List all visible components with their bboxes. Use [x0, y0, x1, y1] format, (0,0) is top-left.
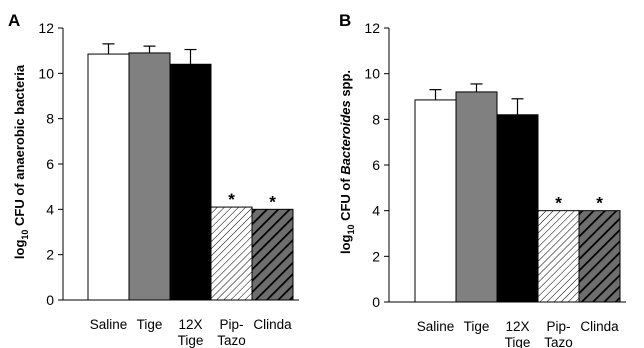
x-tick-label: Saline: [417, 319, 455, 334]
panel-letter: A: [8, 11, 20, 30]
y-tick-label: 2: [372, 248, 380, 264]
x-tick-label: Tazo: [217, 333, 246, 348]
y-tick-label: 8: [46, 111, 54, 127]
bars: * *: [414, 83, 621, 303]
y-tick-label: 2: [46, 247, 54, 263]
x-tick-label: Tige: [178, 333, 204, 348]
y-axis-label: log10 CFU of Bacteroides spp.: [338, 70, 356, 254]
x-tick-label: Tige: [137, 317, 163, 332]
x-tick-label: Tige: [505, 335, 531, 348]
panel-a: A log10 CFU of anaerobic bacteria 0 2 4 6 8 1…: [8, 11, 299, 348]
significance-marker: *: [555, 194, 562, 213]
y-tick-label: 0: [372, 294, 380, 310]
y-tick-label: 10: [364, 66, 380, 82]
y-tick-label: 6: [46, 156, 54, 172]
y-tick-label: 0: [46, 292, 54, 308]
bars: * *: [87, 43, 294, 301]
x-tick-label: Pip-: [219, 317, 243, 332]
bar: [87, 53, 130, 301]
x-tick-label: Tige: [464, 319, 490, 334]
significance-marker: *: [269, 192, 276, 211]
x-tick-label: Clinda: [580, 319, 619, 334]
y-tick-label: 8: [372, 111, 380, 127]
y-tick-label: 6: [372, 157, 380, 173]
x-tick-label: Tazo: [544, 335, 573, 348]
bar: [169, 63, 212, 301]
y-tick-label: 12: [38, 20, 54, 36]
x-tick-label: 12X: [505, 319, 529, 334]
bar: [128, 52, 171, 301]
panel-letter: B: [339, 11, 351, 30]
y-axis: 0 2 4 6 8 10 12: [38, 20, 299, 308]
y-tick-label: 4: [372, 203, 380, 219]
y-tick-label: 10: [38, 65, 54, 81]
y-axis-label: log10 CFU of anaerobic bacteria: [12, 64, 30, 259]
bar: [578, 210, 621, 303]
x-tick-label: 12X: [178, 317, 202, 332]
bar: [455, 91, 498, 303]
significance-marker: *: [228, 190, 235, 209]
bar: [537, 210, 580, 303]
y-tick-label: 12: [364, 20, 380, 36]
significance-marker: *: [596, 194, 603, 213]
x-tick-label: Saline: [90, 317, 128, 332]
bar: [414, 99, 457, 303]
x-tick-label: Pip-: [546, 319, 570, 334]
y-tick-label: 4: [46, 201, 54, 217]
x-tick-label: Clinda: [253, 317, 292, 332]
bar: [251, 208, 294, 301]
panel-b: B log10 CFU of Bacteroides spp. 0 2 4 6 8 10 1…: [338, 11, 626, 348]
bar: [496, 114, 539, 303]
bar: [210, 206, 253, 301]
